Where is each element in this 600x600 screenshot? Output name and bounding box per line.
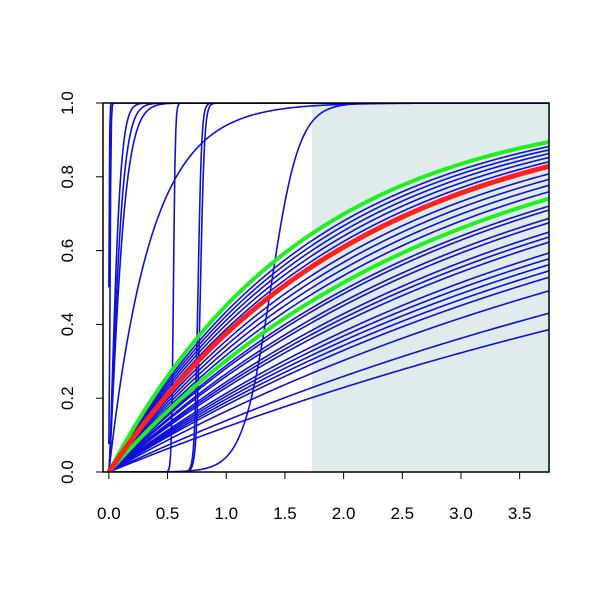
x-tick-label: 1.5 — [273, 504, 297, 523]
rate-curve-17 — [108, 236, 549, 472]
rate-curve-21 — [108, 263, 549, 472]
rate-curve-2 — [108, 149, 549, 472]
rate-curve-9 — [108, 184, 549, 472]
rate-curve-20 — [108, 257, 549, 472]
band-lower-curve — [107, 196, 549, 472]
estimate-curve — [106, 163, 549, 472]
x-tick-label: 1.0 — [214, 504, 238, 523]
rate-curve-23 — [108, 276, 549, 472]
rate-curve-4 — [108, 156, 549, 472]
y-axis: 0.0 0.2 0.4 0.6 0.8 1.0 — [58, 91, 103, 484]
x-tick-label: 2.5 — [390, 504, 414, 523]
x-axis: 0.0 0.5 1.0 1.5 2.0 2.5 3.0 3.5 — [97, 471, 532, 523]
rate-curve-12 — [108, 205, 549, 472]
rate-curve-8 — [108, 178, 549, 472]
rate-curve-15 — [108, 222, 549, 472]
rate-curve-25 — [108, 312, 549, 472]
x-tick-label: 0.5 — [156, 504, 180, 523]
x-tick-label: 0.0 — [97, 504, 121, 523]
rate-curve-14 — [108, 217, 549, 472]
rate-curve-19 — [108, 252, 549, 472]
rate-curve-7 — [108, 173, 549, 472]
rate-curve-22 — [108, 270, 549, 472]
rate-curve-1 — [108, 145, 549, 472]
y-tick-label: 0.6 — [58, 239, 77, 263]
y-tick-label: 0.0 — [58, 460, 77, 484]
y-tick-label: 0.2 — [58, 386, 77, 410]
x-tick-label: 3.5 — [508, 504, 532, 523]
shaded-region — [311, 103, 549, 472]
rate-curve-24 — [108, 290, 549, 472]
rate-curve-16 — [108, 231, 549, 472]
band-upper-curve — [107, 139, 549, 472]
x-tick-label: 3.0 — [449, 504, 473, 523]
x-tick-label: 2.0 — [332, 504, 356, 523]
y-tick-label: 0.4 — [58, 313, 77, 337]
y-tick-label: 1.0 — [58, 91, 77, 115]
rate-curve-10 — [108, 190, 549, 472]
rate-curve-3 — [108, 152, 549, 472]
rate-curve-18 — [108, 241, 549, 472]
rate-curve-26 — [108, 328, 549, 472]
y-tick-label: 0.8 — [58, 165, 77, 189]
rate-curve-13 — [108, 209, 549, 472]
